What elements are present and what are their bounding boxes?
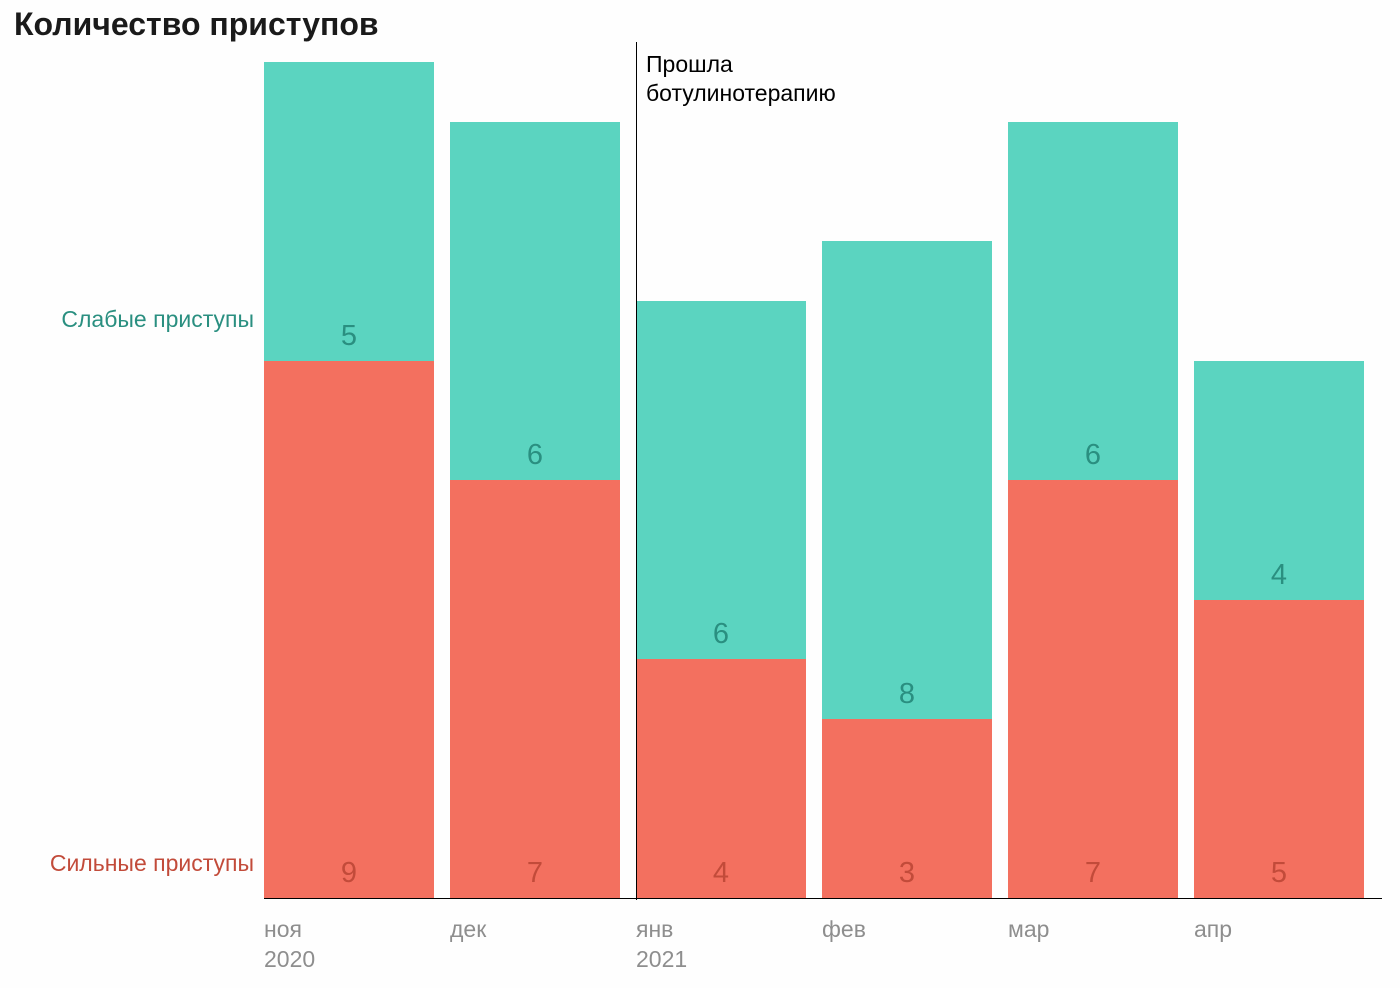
bar-value-weak: 6 xyxy=(450,439,620,472)
bar-value-strong: 3 xyxy=(822,857,992,890)
bar-value-strong: 7 xyxy=(1008,857,1178,890)
bar-segment-weak xyxy=(636,301,806,659)
x-tick-year: 2020 xyxy=(264,946,315,973)
bar-group: 76 xyxy=(1008,122,1178,898)
x-tick-month: янв xyxy=(636,916,673,943)
x-tick-month: дек xyxy=(450,916,486,943)
bar-segment-strong xyxy=(1194,600,1364,899)
bar-segment-weak xyxy=(264,62,434,361)
x-tick-year: 2021 xyxy=(636,946,687,973)
annotation-text-line2: ботулинотерапию xyxy=(646,80,836,106)
bar-value-strong: 4 xyxy=(636,857,806,890)
bar-segment-strong xyxy=(450,480,620,898)
bar-value-weak: 6 xyxy=(636,618,806,651)
bar-value-weak: 6 xyxy=(1008,439,1178,472)
legend-strong-label: Сильные приступы xyxy=(50,850,254,877)
bar-segment-weak xyxy=(822,241,992,719)
bar-value-strong: 5 xyxy=(1194,857,1364,890)
x-tick-month: апр xyxy=(1194,916,1232,943)
bar-group: 95 xyxy=(264,62,434,898)
bar-group: 46 xyxy=(636,301,806,898)
x-tick-month: мар xyxy=(1008,916,1049,943)
stacked-bar-chart: Количество приступов Слабые приступы Сил… xyxy=(0,0,1400,988)
annotation-line xyxy=(636,42,637,900)
bar-group: 38 xyxy=(822,241,992,898)
bar-segment-weak xyxy=(1008,122,1178,480)
bar-value-weak: 8 xyxy=(822,678,992,711)
plot-area: 957646387654 xyxy=(264,62,1382,898)
legend-weak-label: Слабые приступы xyxy=(61,306,254,333)
x-tick-month: ноя xyxy=(264,916,302,943)
bar-value-weak: 4 xyxy=(1194,559,1364,592)
bar-segment-weak xyxy=(450,122,620,480)
bar-value-weak: 5 xyxy=(264,320,434,353)
bar-value-strong: 7 xyxy=(450,857,620,890)
chart-title: Количество приступов xyxy=(14,6,379,43)
x-tick-month: фев xyxy=(822,916,866,943)
bar-segment-strong xyxy=(1008,480,1178,898)
bar-segment-strong xyxy=(264,361,434,898)
bar-group: 54 xyxy=(1194,361,1364,898)
bar-group: 76 xyxy=(450,122,620,898)
annotation-text: Прошла ботулинотерапию xyxy=(646,50,836,108)
annotation-text-line1: Прошла xyxy=(646,51,733,77)
x-axis-line xyxy=(264,898,1382,899)
bar-value-strong: 9 xyxy=(264,857,434,890)
